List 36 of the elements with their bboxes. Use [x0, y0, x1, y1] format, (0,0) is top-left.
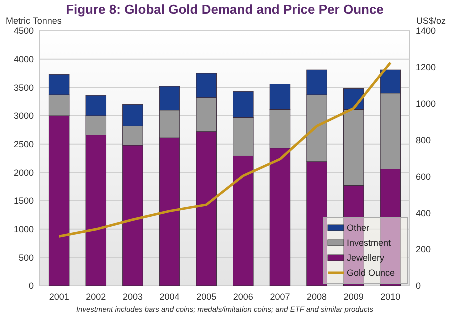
y-tick-label: 2000 [14, 168, 34, 178]
legend-label: Gold Ounce [347, 268, 396, 278]
y-tick-label: 3500 [14, 82, 34, 93]
y-axis-title: Metric Tonnes [6, 16, 62, 26]
legend-label: Investment [347, 238, 392, 248]
y2-tick-label: 200 [416, 244, 432, 255]
y-tick-label: 2500 [14, 139, 34, 150]
y-tick-label: 0 [28, 281, 34, 292]
x-tick-label: 2003 [122, 292, 143, 302]
y2-tick-label: 800 [416, 135, 432, 146]
y2-tick-label: 1400 [416, 26, 436, 36]
y2-tick-label: 0 [416, 281, 422, 292]
y2-axis-title: US$/oz [416, 16, 446, 26]
y-tick-label: 3000 [14, 111, 34, 122]
x-tick-label: 2007 [270, 292, 290, 302]
x-tick-label: 2009 [344, 292, 364, 302]
y-tick-label: 4500 [14, 26, 34, 36]
legend-label: Jewellery [347, 253, 386, 264]
y-tick-label: 500 [18, 252, 34, 263]
y2-tick-label: 600 [416, 172, 432, 182]
y2-tick-label: 400 [416, 208, 432, 218]
y2-tick-label: 1000 [416, 99, 436, 110]
x-tick-label: 2005 [196, 292, 217, 302]
x-tick-label: 2006 [233, 292, 254, 302]
x-tick-label: 2002 [86, 292, 106, 302]
x-tick-label: 2001 [49, 292, 70, 302]
legend-label: Other [347, 223, 370, 234]
y-tick-label: 4000 [14, 54, 34, 64]
x-tick-label: 2008 [307, 292, 328, 302]
y-tick-label: 1500 [14, 196, 34, 206]
y-tick-label: 1000 [14, 224, 34, 234]
y2-tick-label: 1200 [416, 62, 436, 73]
x-tick-label: 2004 [160, 292, 180, 302]
chart-title: Figure 8: Global Gold Demand and Price Per Ounce [66, 2, 384, 17]
line-series [58, 62, 392, 238]
x-tick-label: 2010 [380, 292, 401, 302]
